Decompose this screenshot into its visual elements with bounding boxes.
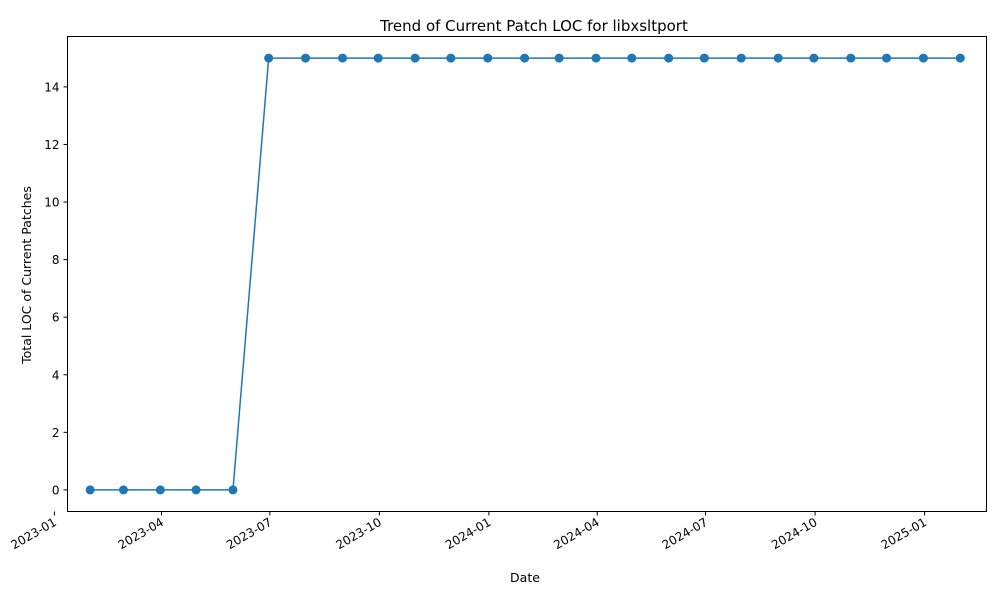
data-point [554, 53, 564, 63]
series-layer [85, 53, 965, 495]
data-point [591, 53, 601, 63]
data-point [337, 53, 347, 63]
data-point [882, 53, 892, 63]
x-axis-label: Date [510, 570, 540, 585]
data-point [627, 53, 637, 63]
x-tick-label: 2024-10 [769, 515, 819, 552]
data-point [664, 53, 674, 63]
data-point [846, 53, 856, 63]
data-point [191, 485, 201, 495]
data-point [118, 485, 128, 495]
x-tick-label: 2023-10 [333, 515, 383, 552]
data-point [773, 53, 783, 63]
data-point [410, 53, 420, 63]
data-point [264, 53, 274, 63]
data-point [955, 53, 965, 63]
series-line [90, 57, 961, 491]
data-point [699, 53, 709, 63]
y-tick-label: 4 [52, 368, 60, 382]
data-point [373, 53, 383, 63]
data-point [228, 485, 238, 495]
y-tick-label: 10 [44, 196, 59, 210]
y-tick-label: 12 [44, 138, 59, 152]
data-point [736, 53, 746, 63]
y-tick-label: 2 [52, 426, 60, 440]
x-tick-label: 2024-07 [660, 515, 710, 552]
y-tick-label: 6 [52, 311, 60, 325]
x-tick-label: 2023-01 [8, 515, 58, 552]
data-point [520, 53, 530, 63]
plot-frame [67, 36, 987, 512]
y-axis-ticks: 0 2 4 6 8 10 12 14 [44, 80, 68, 497]
data-point [85, 485, 95, 495]
y-tick-label: 8 [52, 253, 60, 267]
x-tick-label: 2024-01 [443, 515, 493, 552]
data-point [483, 53, 493, 63]
x-axis-ticks: 2023-01 2023-04 2023-07 2023-10 2024-01 2024-… [8, 511, 929, 552]
x-tick-label: 2025-01 [879, 515, 929, 552]
y-tick-label: 14 [44, 80, 59, 94]
data-point [155, 485, 165, 495]
y-tick-label: 0 [52, 483, 60, 497]
data-point [809, 53, 819, 63]
chart-title: Trend of Current Patch LOC for libxsltpo… [379, 17, 688, 35]
data-point [301, 53, 311, 63]
data-point [918, 53, 928, 63]
x-tick-label: 2024-04 [551, 515, 601, 552]
data-point [446, 53, 456, 63]
x-tick-label: 2023-07 [224, 515, 274, 552]
x-tick-label: 2023-04 [116, 515, 166, 552]
y-axis-label: Total LOC of Current Patches [19, 186, 34, 365]
